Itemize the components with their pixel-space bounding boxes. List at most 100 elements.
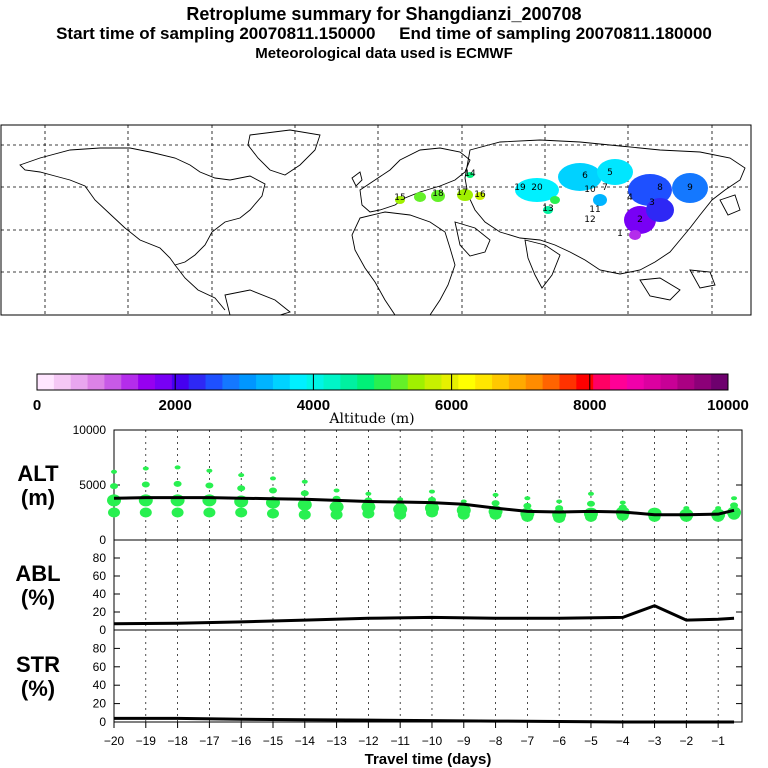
y-tick-label: 20 [93,697,107,711]
map-track-label: 8 [657,183,663,193]
alt-scatter-point [139,507,152,518]
alt-scatter-point [110,483,118,490]
alt-scatter-point [238,473,245,478]
colorbar-swatch [643,374,662,390]
alt-scatter-point [362,508,375,519]
colorbar-tick-label: 4000 [297,397,330,414]
y-tick-label: 5000 [79,478,106,492]
colorbar-swatch [121,374,139,390]
x-tick-label: −13 [326,734,347,748]
alt-scatter-point [333,488,340,493]
alt-scatter-point [298,509,311,520]
x-tick-label: −20 [104,734,125,748]
alt-scatter-point [173,480,182,487]
plume-blob [515,178,559,202]
colorbar-swatch [390,374,409,390]
colorbar-swatch [37,374,55,390]
colorbar-swatch [542,374,560,390]
plume-blob [558,163,602,191]
plume-blob [543,206,553,214]
abl-series-line [113,604,735,626]
x-tick-label: −9 [457,734,471,748]
panel-str: 0 20 40 60 80 STR(%) [16,629,743,729]
alt-scatter-point [556,499,563,504]
x-tick-label: −12 [358,734,379,748]
alt-scatter-point [237,485,246,492]
alt-scatter-point [268,487,277,494]
panel-alt: 0 5000 10000 ALT(m) [17,423,743,547]
x-tick-label: −4 [616,734,630,748]
colorbar-swatch [475,374,493,390]
panel-y-label: STR [16,652,60,677]
plume-blob [672,173,708,203]
map-track-label: 9 [687,183,693,193]
alt-scatter-point [301,479,308,484]
y-tick-label: 80 [93,551,107,565]
colorbar-swatch [87,374,105,390]
y-tick-label: 80 [93,641,107,655]
colorbar-swatch [323,374,341,390]
colorbar-swatch [256,374,274,390]
alt-scatter-point [330,509,343,520]
x-tick-label: −18 [167,734,188,748]
colorbar-swatch [70,374,89,390]
colorbar-swatch [306,374,325,390]
colorbar-swatch [340,374,358,390]
colorbar-swatch [677,374,695,390]
alt-scatter-point [365,491,372,496]
plume-blob [457,189,473,201]
alt-scatter-point [491,500,500,507]
colorbar-swatch [424,374,442,390]
alt-scatter-point [731,496,738,501]
plume-blob [593,194,607,206]
map-track-label: 14 [464,169,476,179]
alt-scatter-point [171,507,184,518]
alt-series-line [113,496,735,517]
plume-blob [597,159,633,185]
panel-y-label: (m) [21,485,55,510]
colorbar-swatch [357,374,375,390]
alt-scatter-point [205,482,214,489]
alt-scatter-point [521,511,534,522]
colorbar-swatch [222,374,240,390]
colorbar-swatch [171,374,190,390]
colorbar-swatch [407,374,426,390]
panel-frame [113,629,743,723]
plume-blob [395,196,405,204]
colorbar-swatch [458,374,476,390]
colorbar-swatch [576,374,594,390]
alt-scatter-point [297,498,312,511]
colorbar-swatch [53,374,72,390]
colorbar-swatch [138,374,156,390]
alt-scatter-point [269,476,276,481]
panel-abl: 0 20 40 60 80 ABL(%) [15,539,743,637]
x-tick-label: −2 [680,734,694,748]
colorbar-swatch [441,374,459,390]
map-track-label: 5 [607,168,613,178]
y-tick-label: 60 [93,660,107,674]
plume-blob [466,172,474,178]
alt-scatter-point [203,507,216,518]
x-tick-label: −3 [648,734,662,748]
map-track-label: 20 [531,183,543,193]
alt-scatter-point [141,481,150,488]
y-tick-label: 0 [99,533,106,547]
map-track-label: 16 [474,190,486,200]
x-tick-label: −7 [521,734,535,748]
alt-scatter-point [397,497,404,502]
colorbar-tick-label: 6000 [435,397,468,414]
y-tick-label: 10000 [73,423,107,437]
map-track-label: 10 [584,185,596,195]
colorbar-tick-label: 2000 [159,397,192,414]
colorbar-swatch [239,374,257,390]
map-track-label: 1 [617,229,623,239]
alt-scatter-point [457,509,470,520]
y-tick-label: 0 [99,623,106,637]
map-track-label: 2 [637,215,643,225]
alt-scatter-point [489,509,502,520]
plume-blob [414,192,426,202]
altitude-colorbar: 0 2000 4000 6000 8000 10000 [33,373,749,414]
alt-scatter-point [235,507,248,518]
title-line-1: Retroplume summary for Shangdianzi_20070… [186,4,582,24]
